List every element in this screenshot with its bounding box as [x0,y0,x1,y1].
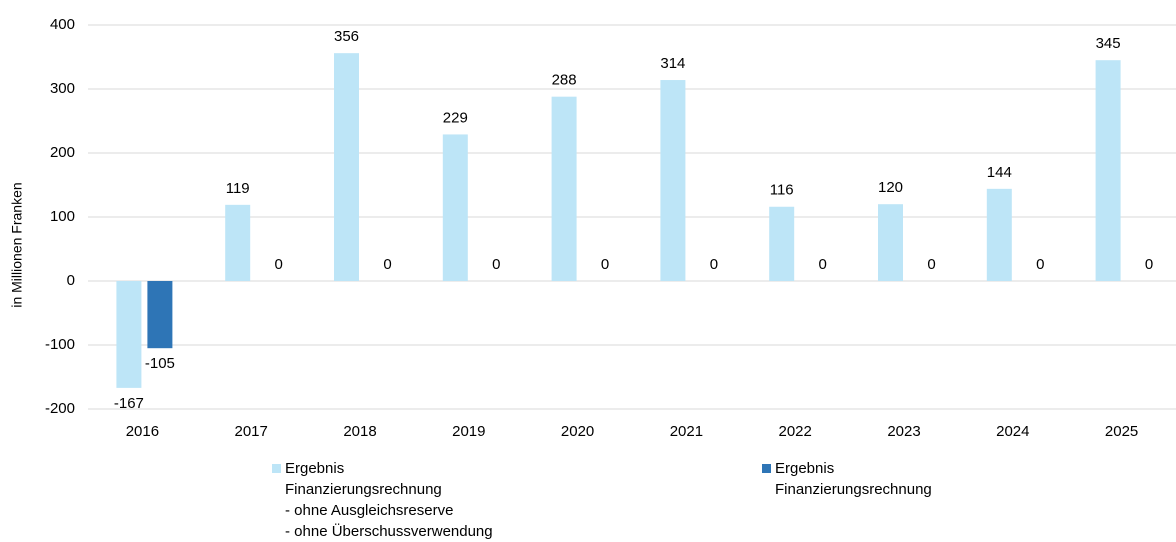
x-tick-label: 2022 [779,423,812,440]
y-tick-label: 400 [50,16,75,33]
value-label: 120 [878,179,903,196]
bar [334,53,359,281]
value-label: -105 [145,355,175,372]
value-label: 119 [226,180,250,197]
y-tick-label: -200 [45,400,75,417]
x-tick-label: 2020 [561,423,594,440]
legend-label: Ergebnis Finanzierungsrechnung [775,460,932,498]
x-tick-label: 2018 [343,423,376,440]
legend-entry: Ergebnis Finanzierungsrechnung [762,458,932,500]
legend-label: Ergebnis Finanzierungsrechnung - ohne Au… [285,460,493,540]
legend-swatch [272,464,281,473]
value-label: 144 [987,164,1012,181]
value-label: 0 [819,256,827,273]
value-label: 0 [275,256,283,273]
y-tick-label: -100 [45,336,75,353]
value-label: 229 [443,109,468,126]
x-tick-label: 2023 [887,423,920,440]
y-tick-label: 100 [50,208,75,225]
bar [116,281,142,388]
legend-swatch [762,464,771,473]
y-axis-title: in Millionen Franken [9,182,25,307]
x-tick-label: 2016 [126,423,159,440]
bar [878,204,903,281]
x-tick-label: 2025 [1105,423,1138,440]
value-label: 0 [1036,256,1044,273]
value-label: 345 [1096,35,1121,52]
x-tick-label: 2019 [452,423,485,440]
value-label: -167 [114,395,144,412]
bar [147,281,173,349]
value-label: 356 [334,28,359,45]
bar [551,96,577,282]
value-label: 314 [660,55,685,72]
bar [769,206,795,281]
value-label: 288 [552,72,577,89]
bar [660,80,686,281]
value-label: 0 [383,256,391,273]
y-tick-label: 300 [50,80,75,97]
bar [986,188,1012,281]
bar [1095,60,1121,282]
bar [225,204,251,281]
y-tick-label: 200 [50,144,75,161]
value-label: 0 [927,256,935,273]
value-label: 0 [601,256,609,273]
y-tick-label: 0 [67,272,75,289]
value-label: 0 [492,256,500,273]
value-label: 0 [710,256,718,273]
x-tick-label: 2017 [235,423,268,440]
x-tick-label: 2021 [670,423,703,440]
x-tick-label: 2024 [996,423,1029,440]
bar [442,134,468,281]
value-label: 0 [1145,256,1153,273]
legend-entry: Ergebnis Finanzierungsrechnung - ohne Au… [272,458,493,542]
value-label: 116 [770,182,794,199]
